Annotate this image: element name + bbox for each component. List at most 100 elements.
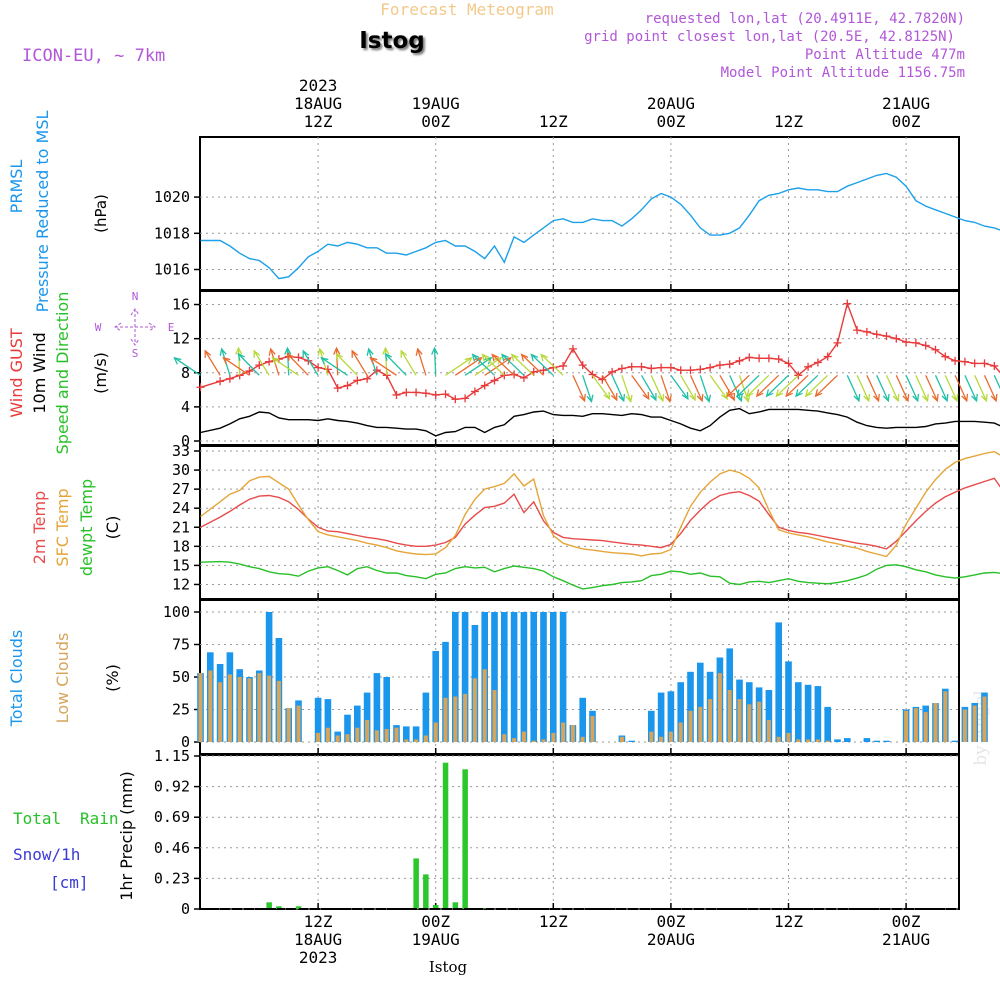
wind-arrow [204,350,221,376]
y-tick-label: 25 [172,701,190,719]
gust-marker [990,361,999,370]
bar-low-clouds [492,690,497,742]
wind-arrow [719,374,735,401]
wind-arrow [521,354,544,376]
wind-arrow [321,357,348,376]
gust-marker [539,366,548,375]
wind-arrow-head [501,353,509,362]
bar-total-clouds [814,686,822,742]
bar-low-clouds [276,680,281,742]
wind-arrow [934,375,948,402]
wind-arrow [631,374,650,400]
gust-marker [931,345,940,354]
wind-arrow-head [173,356,182,365]
gust-marker [676,366,685,375]
bar-low-clouds [423,735,428,742]
y-tick-label: 18 [172,537,190,555]
y-tick-label: 0 [181,432,190,450]
y-tick-label: 27 [172,480,190,498]
gust-marker [833,338,842,347]
side-label: (C) [103,516,122,540]
gust-marker [911,338,920,347]
bar-low-clouds [237,677,242,742]
y-tick-label: 50 [172,668,190,686]
bar-total-clouds [579,697,586,742]
bar-total-clouds [559,612,567,742]
precip-label: Total [13,809,61,828]
wind-arrow [335,353,358,376]
bar-low-clouds [982,696,987,742]
wind-arrow [640,374,657,401]
bar-total-clouds [834,739,841,742]
time-label-top: 00Z [421,112,450,131]
gust-marker [392,390,401,399]
wind-arrow [223,357,250,376]
bar-total-clouds [314,697,322,742]
wind-arrow [964,375,978,402]
wind-arrow [925,375,938,402]
bar-total-clouds [775,622,782,742]
wind-arrow [944,375,958,402]
gust-marker [412,388,421,397]
wind-arrow [856,375,870,402]
wind-arrow [736,374,760,397]
wind-arrow-head [610,392,618,402]
series-line-sfc-temp [200,450,1000,558]
bar-total-clouds [804,684,812,742]
bar-low-clouds [414,739,419,742]
gust-marker [706,363,715,372]
wind-arrow [983,375,997,402]
wind-arrow [974,375,987,402]
grid-point-coords: grid point closest lon,lat (20.5E, 42.81… [584,29,955,45]
gust-marker [608,367,617,376]
compass-label: S [132,347,139,360]
gust-marker [333,384,342,393]
gust-marker [461,394,470,403]
time-label-top: 19AUG [412,94,460,113]
gust-marker [196,383,205,392]
side-label: Pressure Reduced to MSL [33,110,52,312]
gust-marker [627,362,636,371]
footer-station: Istog [429,958,468,976]
gust-marker [686,366,695,375]
wind-arrow-head [351,349,359,358]
bar-total-clouds [824,706,831,742]
bar-total-clouds [373,673,381,742]
wind-arrow [993,375,1000,390]
wind-arrow [370,357,397,376]
wind-arrow [481,354,505,376]
time-label-bottom: 20AUG [647,930,695,949]
wind-arrow [530,354,554,376]
wind-panel: 0 4 8 12 16 Wind GUST 10m Wind Speed and Direct… [7,290,1000,454]
gust-marker [314,363,323,372]
bar-low-clouds [708,699,713,742]
side-label: Total Clouds [7,630,26,728]
bar-low-clouds [208,670,213,742]
time-label-top: 12Z [304,112,333,131]
bar-low-clouds [668,731,673,742]
gust-marker [666,363,675,372]
gust-marker [941,352,950,361]
bar-total-clouds [501,612,508,742]
wind-arrow-head [853,393,861,403]
series-line-10m-wind [200,407,1000,437]
wind-arrow-head [302,349,310,358]
bar-low-clouds [757,701,762,742]
time-label-bottom: 18AUG [294,930,342,949]
wind-arrow-head [696,393,704,403]
wind-arrow-head [931,393,939,403]
bar-total-clouds [648,710,655,742]
wind-arrow-head [922,393,929,403]
bar-total-clouds [383,677,390,742]
gust-marker [549,363,558,372]
wind-arrow-head [743,394,751,404]
gust-marker [441,390,450,399]
panel-frame [199,754,960,910]
model-altitude: Model Point Altitude 1156.75m [721,65,965,81]
y-tick-label: 16 [172,296,190,314]
wind-arrow-head [510,353,519,362]
y-tick-label: 100 [163,603,190,621]
gust-marker [872,330,881,339]
wind-arrow [384,353,407,376]
